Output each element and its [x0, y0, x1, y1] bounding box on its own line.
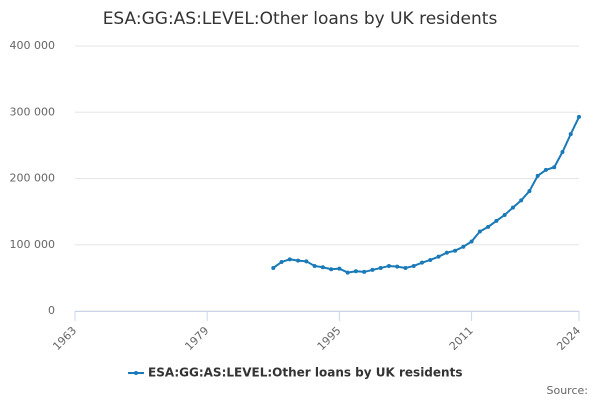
y-tick-label: 100 000: [10, 238, 56, 251]
data-point: [312, 263, 317, 268]
data-point: [378, 265, 383, 270]
data-point: [411, 263, 416, 268]
y-tick-label: 200 000: [10, 172, 56, 185]
x-tick-label: 1995: [315, 324, 344, 353]
data-point: [510, 205, 515, 210]
chart-title: ESA:GG:AS:LEVEL:Other loans by UK reside…: [103, 9, 498, 29]
data-point: [304, 259, 309, 264]
data-point: [543, 167, 548, 172]
data-point: [296, 258, 301, 263]
legend-label: ESA:GG:AS:LEVEL:Other loans by UK reside…: [148, 366, 462, 380]
data-point: [353, 269, 358, 274]
x-tick-label: 1979: [182, 324, 211, 353]
data-point: [502, 212, 507, 217]
data-point: [486, 224, 491, 229]
data-point: [370, 267, 375, 272]
y-tick-label: 400 000: [10, 39, 56, 52]
data-point: [279, 259, 284, 264]
data-point: [494, 218, 499, 223]
x-tick-label: 2011: [447, 324, 476, 353]
data-point: [453, 248, 458, 253]
data-point: [560, 150, 565, 154]
y-tick-label: 300 000: [10, 105, 56, 118]
data-point: [345, 270, 350, 275]
data-point: [552, 165, 557, 170]
data-point: [320, 265, 325, 270]
source: Source:: [547, 384, 589, 397]
series-line: [272, 116, 580, 274]
data-point: [337, 266, 342, 271]
x-tick-label: 1963: [50, 324, 79, 353]
data-point: [403, 265, 408, 270]
data-point: [477, 229, 482, 234]
data-point: [420, 260, 425, 265]
data-point: [519, 198, 524, 203]
data-point: [287, 257, 292, 262]
data-point: [577, 114, 581, 119]
data-point: [428, 257, 433, 262]
x-tick-label: 2024: [554, 324, 583, 353]
data-point: [386, 263, 391, 268]
data-point: [436, 254, 441, 259]
data-point: [329, 267, 334, 272]
data-point: [527, 189, 532, 194]
data-point: [568, 132, 573, 137]
data-point: [535, 173, 540, 178]
data-point: [461, 244, 466, 249]
data-point: [469, 239, 474, 244]
data-point: [362, 269, 367, 274]
y-tick-label: 0: [48, 304, 55, 317]
data-point: [271, 265, 276, 270]
data-point: [395, 264, 400, 269]
legend-symbol: [134, 371, 138, 375]
data-point: [444, 250, 449, 255]
